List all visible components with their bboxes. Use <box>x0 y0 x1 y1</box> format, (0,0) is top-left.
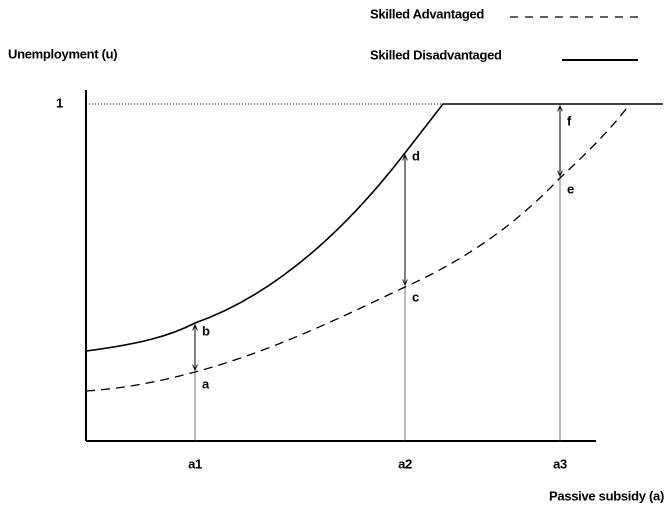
point-label: b <box>202 323 210 338</box>
dashed-curve <box>85 103 631 392</box>
y-axis-label: Unemployment (u) <box>8 46 117 61</box>
solid-curve <box>85 103 663 352</box>
point-label: c <box>412 289 419 304</box>
point-label: f <box>567 113 572 128</box>
x-tick-label: a3 <box>553 456 567 471</box>
x-axis-label: Passive subsidy (a) <box>549 488 664 503</box>
y-tick-label: 1 <box>56 95 63 110</box>
point-label: d <box>412 148 420 163</box>
legend-label: Skilled Disadvantaged <box>370 47 502 62</box>
point-label: e <box>567 181 574 196</box>
point-label: a <box>202 376 210 391</box>
legend-label: Skilled Advantaged <box>370 6 484 21</box>
x-tick-label: a1 <box>188 456 202 471</box>
x-tick-label: a2 <box>398 456 412 471</box>
